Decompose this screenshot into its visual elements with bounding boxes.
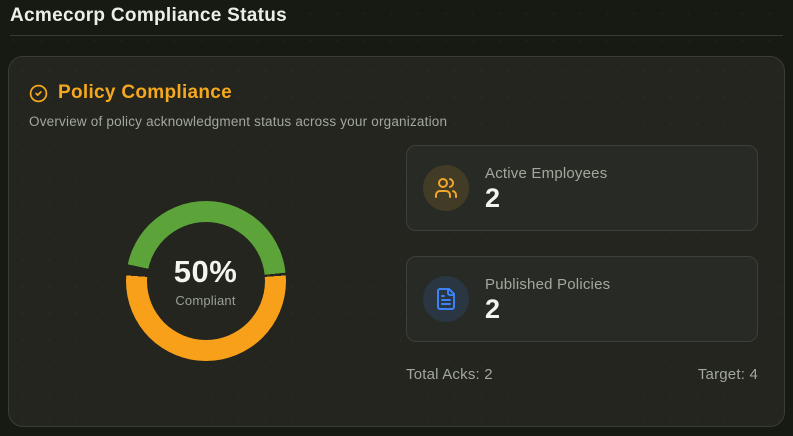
stat-value: 2 [485, 182, 501, 213]
stat-card-published-policies: Published Policies 2 [406, 256, 758, 342]
total-acks-text: Total Acks: 2 [406, 366, 493, 383]
file-text-icon [423, 276, 469, 322]
stat-text: Published Policies 2 [485, 276, 610, 323]
donut-chart-area: 50% Compliant [29, 133, 406, 406]
users-icon [423, 165, 469, 211]
policy-compliance-panel: Policy Compliance Overview of policy ack… [8, 56, 785, 427]
compliance-percentage-label: Compliant [175, 292, 236, 308]
stat-value: 2 [485, 293, 501, 324]
page-title: Acmecorp Compliance Status [10, 5, 288, 26]
stat-label: Published Policies [485, 275, 611, 293]
panel-title: Policy Compliance [58, 82, 233, 103]
compliance-donut: 50% Compliant [125, 200, 286, 361]
page-header: Acmecorp Compliance Status [0, 0, 793, 36]
stat-card-active-employees: Active Employees 2 [406, 145, 758, 231]
panel-footer: Total Acks: 2 Target: 4 [406, 366, 758, 383]
stat-text: Active Employees 2 [485, 165, 607, 212]
target-text: Target: 4 [697, 366, 758, 383]
donut-center: 50% Compliant [146, 221, 265, 340]
check-circle-icon [29, 84, 48, 103]
panel-subtitle: Overview of policy acknowledgment status… [29, 114, 448, 129]
panel-header: Policy Compliance [29, 82, 758, 104]
page-divider [10, 35, 783, 36]
stats-column: Active Employees 2 Published Policies [406, 133, 758, 406]
compliance-percentage: 50% [173, 253, 238, 289]
panel-content: 50% Compliant Active Employees 2 [29, 133, 758, 406]
stat-label: Active Employees [485, 164, 608, 182]
